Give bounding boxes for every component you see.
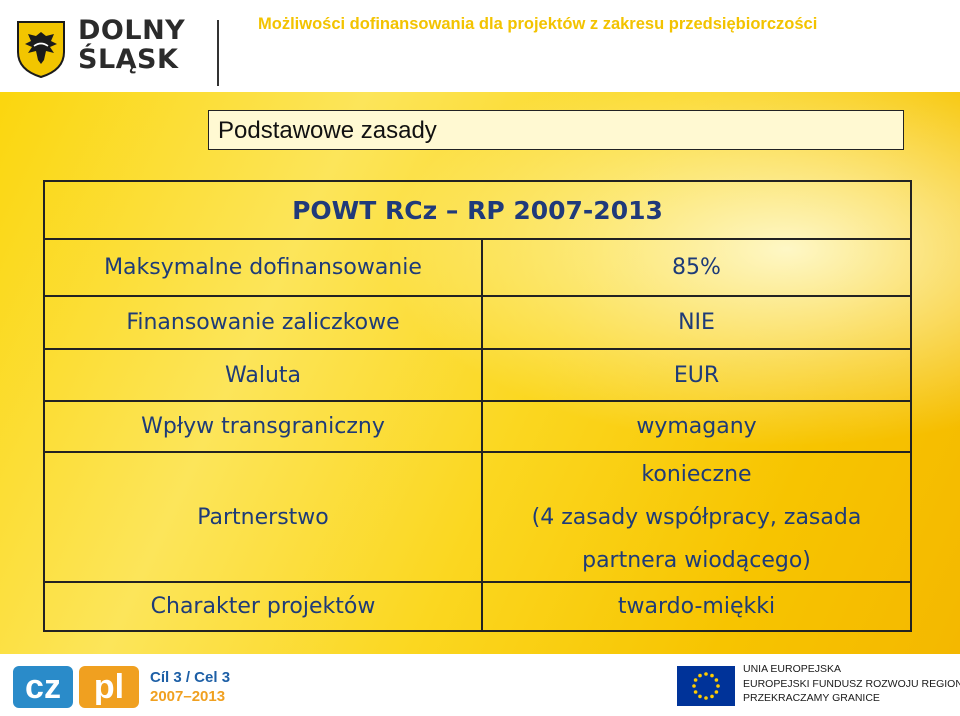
footer-bar: cz pl Cíl 3 / Cel 3 2007–2013 UNIA EUROP… <box>0 654 960 716</box>
cil-line: Cíl 3 / Cel 3 <box>150 669 231 686</box>
value-line: konieczne <box>641 461 752 487</box>
row-value: 85% <box>672 255 721 280</box>
table-column-divider <box>481 238 483 632</box>
cil-cel-label: Cíl 3 / Cel 3 2007–2013 <box>150 668 260 706</box>
pl-badge: pl <box>79 666 139 708</box>
row-value: EUR <box>673 362 720 388</box>
logo-text: DOLNY ŚLĄSK <box>78 15 186 75</box>
eu-line: PRZEKRACZAMY GRANICE <box>743 692 880 704</box>
row-label: Maksymalne dofinansowanie <box>104 255 422 280</box>
cz-pl-logo: cz pl <box>13 666 141 708</box>
table-divider <box>45 400 910 402</box>
row-value-multiline: konieczne (4 zasady współpracy, zasada p… <box>483 453 910 581</box>
row-value: twardo-miękki <box>617 594 776 619</box>
eu-text: UNIA EUROPEJSKA EUROPEJSKI FUNDUSZ ROZWO… <box>743 662 960 706</box>
value-line: partnera wiodącego) <box>582 547 811 573</box>
table-divider <box>45 295 910 297</box>
cil-years: 2007–2013 <box>150 688 226 705</box>
row-label: Waluta <box>225 362 301 388</box>
dolny-slask-logo: DOLNY ŚLĄSK <box>16 14 219 86</box>
table-divider <box>45 348 910 350</box>
slide-background <box>0 92 960 654</box>
eu-line: EUROPEJSKI FUNDUSZ ROZWOJU REGIONALNEGO <box>743 677 960 690</box>
table-divider <box>45 581 910 583</box>
slide-title-box: Podstawowe zasady <box>208 110 904 150</box>
eu-line: UNIA EUROPEJSKA <box>743 663 842 675</box>
row-label: Wpływ transgraniczny <box>141 414 385 439</box>
table-divider <box>45 451 910 453</box>
row-label: Finansowanie zaliczkowe <box>126 310 400 335</box>
header-bar: DOLNY ŚLĄSK Możliwości dofinansowania dl… <box>0 0 960 92</box>
slide-title: Podstawowe zasady <box>218 117 437 144</box>
logo-divider <box>217 20 219 86</box>
table-divider <box>45 238 910 240</box>
eu-logo: UNIA EUROPEJSKA EUROPEJSKI FUNDUSZ ROZWO… <box>677 660 960 714</box>
row-label: Partnerstwo <box>197 504 329 530</box>
rules-table: POWT RCz – RP 2007-2013 Maksymalne dofin… <box>43 180 912 632</box>
row-value: NIE <box>678 310 715 335</box>
header-title: Możliwości dofinansowania dla projektów … <box>258 15 818 33</box>
eu-flag-icon <box>677 666 735 706</box>
value-line: (4 zasady współpracy, zasada <box>531 504 862 530</box>
row-label: Charakter projektów <box>150 594 376 619</box>
row-value: wymagany <box>636 414 757 439</box>
table-heading: POWT RCz – RP 2007-2013 <box>292 195 663 225</box>
cz-badge: cz <box>13 666 73 708</box>
eagle-crest-icon <box>17 21 65 78</box>
